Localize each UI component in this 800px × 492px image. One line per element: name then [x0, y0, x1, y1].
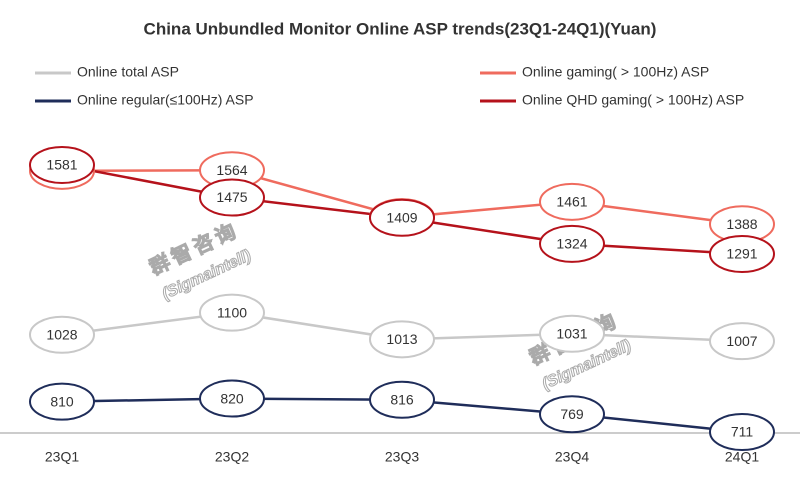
- legend-label: Online regular(≤100Hz) ASP: [77, 92, 254, 108]
- data-label: 1291: [726, 246, 757, 262]
- data-point: [29, 382, 95, 421]
- data-label: 1013: [386, 331, 417, 347]
- data-label: 1100: [217, 304, 247, 320]
- chart-title: China Unbundled Monitor Online ASP trend…: [144, 19, 657, 38]
- data-label: 1388: [726, 216, 757, 232]
- data-point: [29, 146, 95, 184]
- x-tick-label: 23Q4: [555, 449, 589, 465]
- data-point: [709, 322, 775, 361]
- data-point: [709, 235, 775, 273]
- data-label: 810: [50, 393, 74, 409]
- data-label: 820: [220, 390, 244, 406]
- data-point: [369, 198, 435, 237]
- data-point: [199, 178, 265, 217]
- x-tick-label: 23Q1: [45, 449, 79, 465]
- data-label: 1324: [556, 236, 587, 252]
- data-label: 816: [390, 391, 414, 407]
- data-label: 1475: [216, 189, 247, 205]
- data-label: 1028: [46, 326, 77, 342]
- data-label: 1581: [46, 157, 77, 173]
- legend-label: Online QHD gaming( > 100Hz) ASP: [522, 92, 744, 108]
- data-label: 711: [731, 424, 754, 440]
- x-tick-label: 24Q1: [725, 449, 759, 465]
- data-point: [709, 413, 775, 451]
- data-point: [539, 224, 605, 263]
- legend-label: Online gaming( > 100Hz) ASP: [522, 64, 709, 80]
- data-label: 1409: [386, 209, 417, 225]
- data-label: 1007: [726, 333, 757, 349]
- data-point: [369, 320, 435, 359]
- data-point: [199, 379, 265, 418]
- data-label: 1461: [556, 194, 587, 210]
- x-tick-label: 23Q3: [385, 449, 419, 465]
- data-point: [199, 293, 265, 332]
- data-label: 1564: [216, 162, 247, 178]
- data-label: 1031: [556, 325, 587, 341]
- data-point: [539, 314, 605, 353]
- data-point: [539, 395, 605, 434]
- data-label: 769: [560, 406, 584, 422]
- data-point: [539, 182, 605, 221]
- legend-label: Online total ASP: [77, 64, 179, 80]
- data-point: [29, 315, 95, 354]
- x-tick-label: 23Q2: [215, 449, 249, 465]
- data-point: [369, 380, 435, 419]
